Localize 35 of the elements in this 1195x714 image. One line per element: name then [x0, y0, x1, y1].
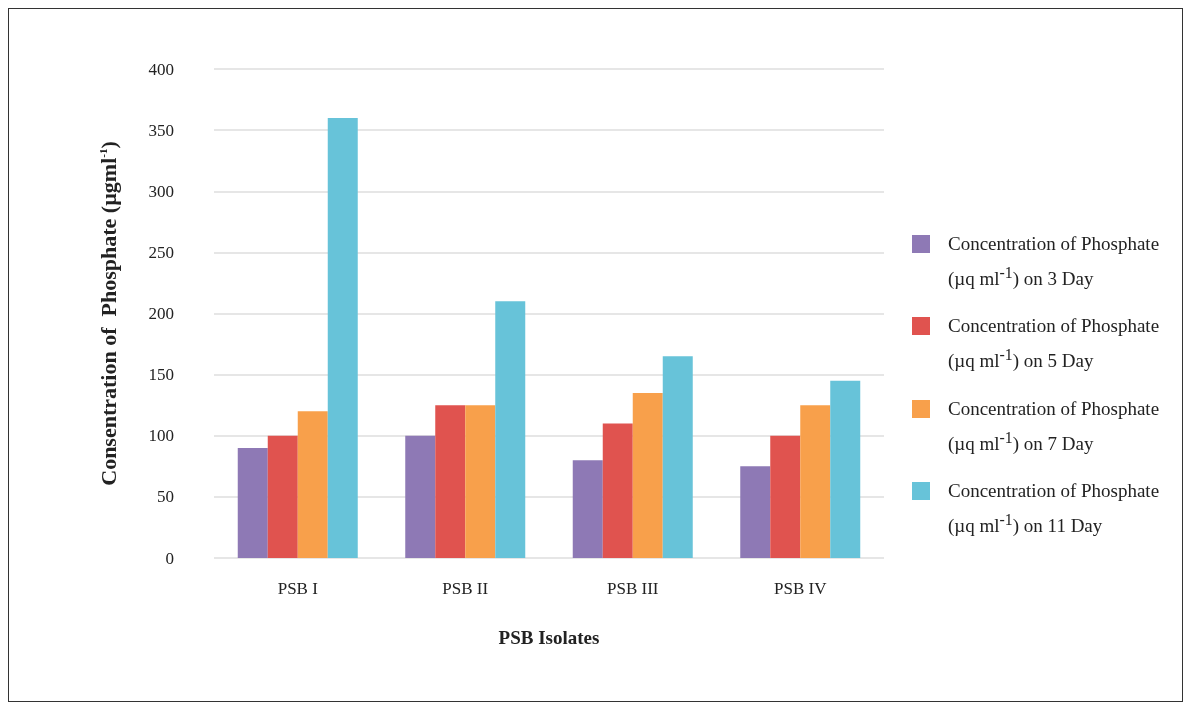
y-tick-label: 400	[148, 59, 174, 79]
bar	[740, 466, 771, 558]
bar	[632, 392, 663, 558]
bar	[572, 460, 603, 558]
bar	[237, 447, 268, 558]
y-tick-label: 350	[148, 120, 174, 140]
bar	[327, 117, 358, 558]
y-tick-label: 100	[148, 426, 174, 446]
legend-label: Concentration of Phosphate (µq ml$^{-1}$) on 3 Day	[948, 232, 1161, 292]
bar	[662, 356, 693, 558]
bar	[830, 380, 861, 558]
y-tick-label: 0	[165, 548, 174, 568]
x-tick-label: PSB I	[277, 579, 319, 598]
bar	[405, 435, 436, 558]
x-tick-label: PSB II	[442, 579, 489, 598]
y-axis-title: Consentration of Phosphate (µgml-1)	[95, 141, 121, 486]
x-tick-label: PSB III	[607, 579, 659, 598]
y-tick-label: 200	[148, 304, 174, 323]
legend-label: Concentration of Phosphate (µq ml$^{-1}$) on 7 Day	[948, 396, 1161, 456]
legend-label: Concentration of Phosphate (µq ml$^{-1}$) on 5 Day	[948, 314, 1161, 374]
bar	[465, 405, 496, 558]
bar	[770, 435, 801, 558]
y-tick-label: 300	[148, 181, 174, 201]
x-axis-title: PSB Isolates	[498, 627, 600, 648]
bar	[267, 435, 298, 558]
bar	[495, 301, 526, 558]
bar	[297, 411, 328, 558]
x-tick-label: PSB IV	[774, 579, 828, 598]
bar	[602, 423, 633, 558]
y-tick-label: 50	[157, 487, 174, 507]
legend-label: Concentration of Phosphate (µq ml$^{-1}$) on 11 Day	[948, 479, 1161, 539]
bar	[435, 405, 466, 558]
y-tick-label: 250	[148, 242, 174, 262]
y-tick-label: 150	[148, 365, 174, 385]
bar	[800, 405, 831, 558]
